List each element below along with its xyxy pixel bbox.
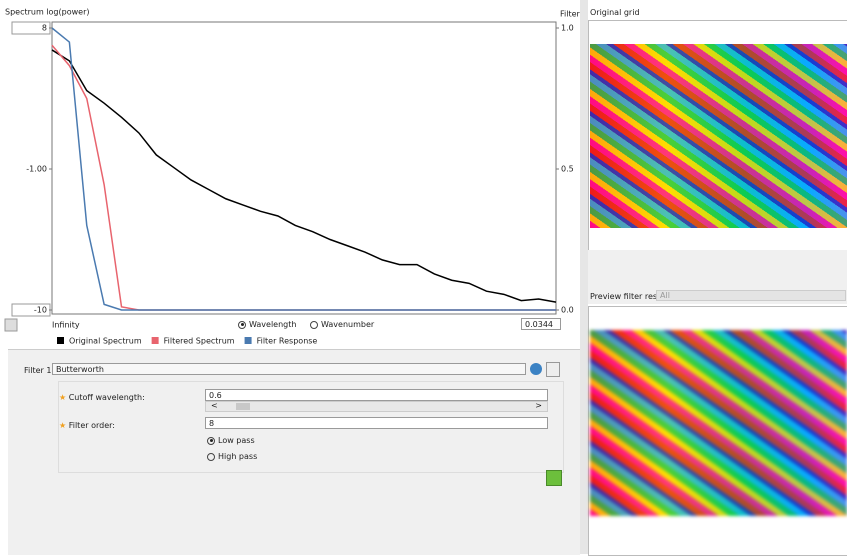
y-tick-label: -1.00	[26, 165, 47, 174]
cutoff-scrollbar[interactable]: < >	[205, 401, 548, 412]
preview-bar: Preview filter result: All	[588, 288, 847, 304]
legend-label: Filtered Spectrum	[164, 337, 235, 346]
order-text: Filter order:	[69, 421, 115, 430]
spectrum-chart: Spectrum log(power) Filter Infinity -10 -…	[0, 0, 580, 350]
x-end-input[interactable]: 0.0344	[521, 318, 561, 330]
cutoff-input[interactable]: 0.6	[205, 389, 548, 401]
y2-axis-title: Filter	[560, 10, 580, 19]
wavelength-text: Wavelength	[249, 320, 296, 329]
filter-type-dropdown[interactable]: Butterworth	[52, 363, 526, 375]
y-axis-title: Spectrum log(power)	[5, 8, 89, 17]
legend-label: Filter Response	[257, 337, 318, 346]
wavenumber-text: Wavenumber	[321, 320, 374, 329]
refresh-button[interactable]	[5, 319, 17, 331]
high-pass-radio[interactable]: High pass	[207, 452, 257, 461]
low-pass-radio[interactable]: Low pass	[207, 436, 255, 445]
legend-swatch	[152, 337, 159, 344]
help-button[interactable]	[530, 363, 542, 375]
y-tick-label: 8	[42, 24, 47, 33]
x-start-label: Infinity	[52, 321, 80, 330]
preview-dropdown[interactable]: All	[656, 290, 846, 301]
high-pass-text: High pass	[218, 452, 257, 461]
add-filter-button[interactable]	[546, 470, 562, 486]
splitter	[580, 0, 588, 554]
order-label: ★ Filter order:	[59, 421, 115, 430]
toolbar	[588, 250, 847, 288]
original-title: Original grid	[590, 8, 640, 17]
app-window: {"ui": { "left_panel": {"x_start_label":…	[0, 0, 847, 554]
original-grid-image	[590, 44, 847, 228]
preview-grid-image	[590, 330, 847, 516]
filter-label: Filter 1:	[24, 366, 54, 375]
cutoff-text: Cutoff wavelength:	[69, 393, 145, 402]
collapse-button[interactable]	[546, 362, 560, 377]
legend-label: Original Spectrum	[69, 337, 142, 346]
wavelength-radio[interactable]: Wavelength	[238, 320, 296, 329]
plot-frame	[52, 22, 556, 314]
cutoff-label: ★ Cutoff wavelength:	[59, 393, 145, 402]
y-tick-label: -10	[34, 306, 47, 315]
y2-tick-label: 0.0	[561, 306, 574, 315]
legend-swatch	[245, 337, 252, 344]
scroll-left[interactable]: <	[211, 401, 218, 410]
low-pass-text: Low pass	[218, 436, 255, 445]
y2-tick-label: 1.0	[561, 24, 574, 33]
scroll-thumb[interactable]	[236, 403, 250, 410]
wavenumber-radio[interactable]: Wavenumber	[310, 320, 374, 329]
y2-tick-label: 0.5	[561, 165, 574, 174]
legend-swatch	[57, 337, 64, 344]
order-input[interactable]: 8	[205, 417, 548, 429]
scroll-right[interactable]: >	[535, 401, 542, 410]
